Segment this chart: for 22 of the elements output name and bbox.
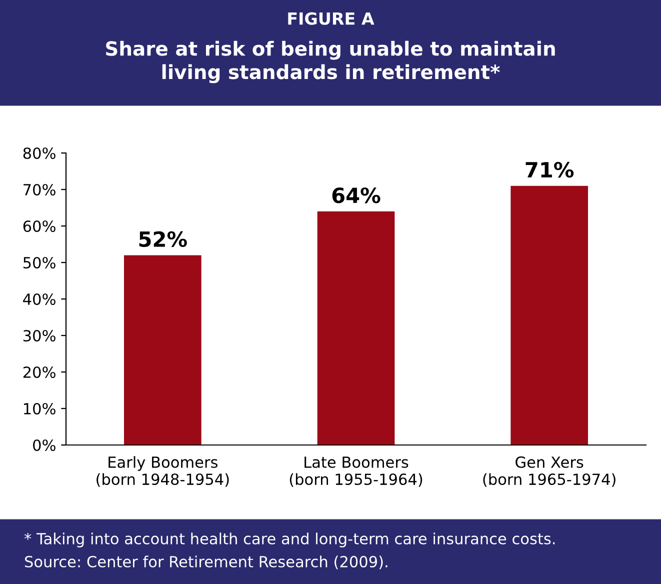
y-tick-label: 0% xyxy=(33,439,56,452)
x-tick-label: Early Boomers (born 1948-1954) xyxy=(96,456,229,487)
bar xyxy=(317,211,395,445)
y-tick-label: 20% xyxy=(23,366,56,378)
chart-subtitle: Share at risk of being unable to maintain living standards in retirement* xyxy=(106,40,555,84)
data-label: 52% xyxy=(139,231,187,247)
y-tick-label: 50% xyxy=(24,256,56,269)
source-note: Source: Center for Retirement Research (2009). xyxy=(25,556,388,570)
chart-title: FIGURE A xyxy=(288,12,374,25)
y-tick-label: 40% xyxy=(23,293,56,306)
x-tick-label: Gen Xers (born 1965-1974) xyxy=(483,456,616,487)
data-label: 64% xyxy=(332,187,380,204)
text: * Taking into account health care and long-term care insurance costs. xyxy=(24,532,555,548)
y-tick-label: 30% xyxy=(23,330,56,342)
x-tick-label: Late Boomers (born 1955-1964) xyxy=(290,456,422,487)
data-label: 71% xyxy=(526,162,574,178)
bar xyxy=(510,186,588,445)
y-tick-label: 10% xyxy=(24,402,56,415)
y-tick-label: 80% xyxy=(23,147,56,160)
y-tick-label: 70% xyxy=(24,184,56,196)
y-tick-label: 60% xyxy=(23,220,56,232)
bar xyxy=(124,255,202,445)
